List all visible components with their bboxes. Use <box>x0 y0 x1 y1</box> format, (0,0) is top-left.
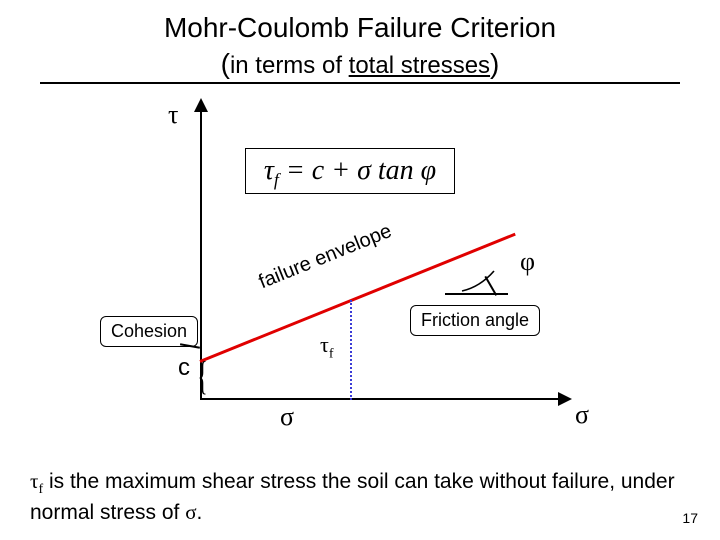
phi-horizontal-segment <box>445 293 508 295</box>
cohesion-brace-icon: { <box>198 352 208 399</box>
friction-angle-callout: Friction angle <box>410 305 540 336</box>
slide-subtitle: (in terms of total stresses) <box>0 48 720 80</box>
page-number: 17 <box>682 510 698 526</box>
tau-f-label: τf <box>320 332 334 362</box>
tau-f-sub: f <box>329 346 334 361</box>
title-rule <box>40 82 680 84</box>
mohr-coulomb-plot: τ σ τf = c + σ tan φ failure envelope φ … <box>150 100 570 420</box>
subtitle-lead: in terms of <box>230 52 349 79</box>
slide-title: Mohr-Coulomb Failure Criterion <box>0 12 720 44</box>
y-axis-arrow-icon <box>194 98 208 112</box>
failure-envelope-label: failure envelope <box>256 220 396 294</box>
formula-equation: τf = c + σ tan φ <box>264 155 436 186</box>
footer-post: . <box>197 501 203 524</box>
x-axis-arrow-icon <box>558 392 572 406</box>
sigma-marker-label: σ <box>280 402 294 432</box>
cohesion-c-label: c <box>178 354 190 382</box>
x-axis <box>200 398 560 400</box>
subtitle-underlined: total stresses <box>349 52 490 79</box>
formula-rhs: = c + σ tan φ <box>279 155 436 186</box>
phi-label: φ <box>520 247 535 277</box>
paren-open: ( <box>221 48 230 79</box>
footer-pre: is the maximum shear stress the soil can… <box>30 470 675 524</box>
formula-lhs-sym: τ <box>264 155 274 186</box>
y-axis-label: τ <box>168 100 178 130</box>
cohesion-callout: Cohesion <box>100 316 198 347</box>
slide-root: Mohr-Coulomb Failure Criterion (in terms… <box>0 0 720 540</box>
tau-f-sym: τ <box>320 332 329 357</box>
paren-close: ) <box>490 48 499 79</box>
tau-f-dotted-line <box>350 300 352 400</box>
formula-box: τf = c + σ tan φ <box>245 148 455 194</box>
footer-text: τf is the maximum shear stress the soil … <box>30 468 690 526</box>
footer-sigma: σ <box>185 500 196 524</box>
x-axis-label: σ <box>575 400 589 430</box>
